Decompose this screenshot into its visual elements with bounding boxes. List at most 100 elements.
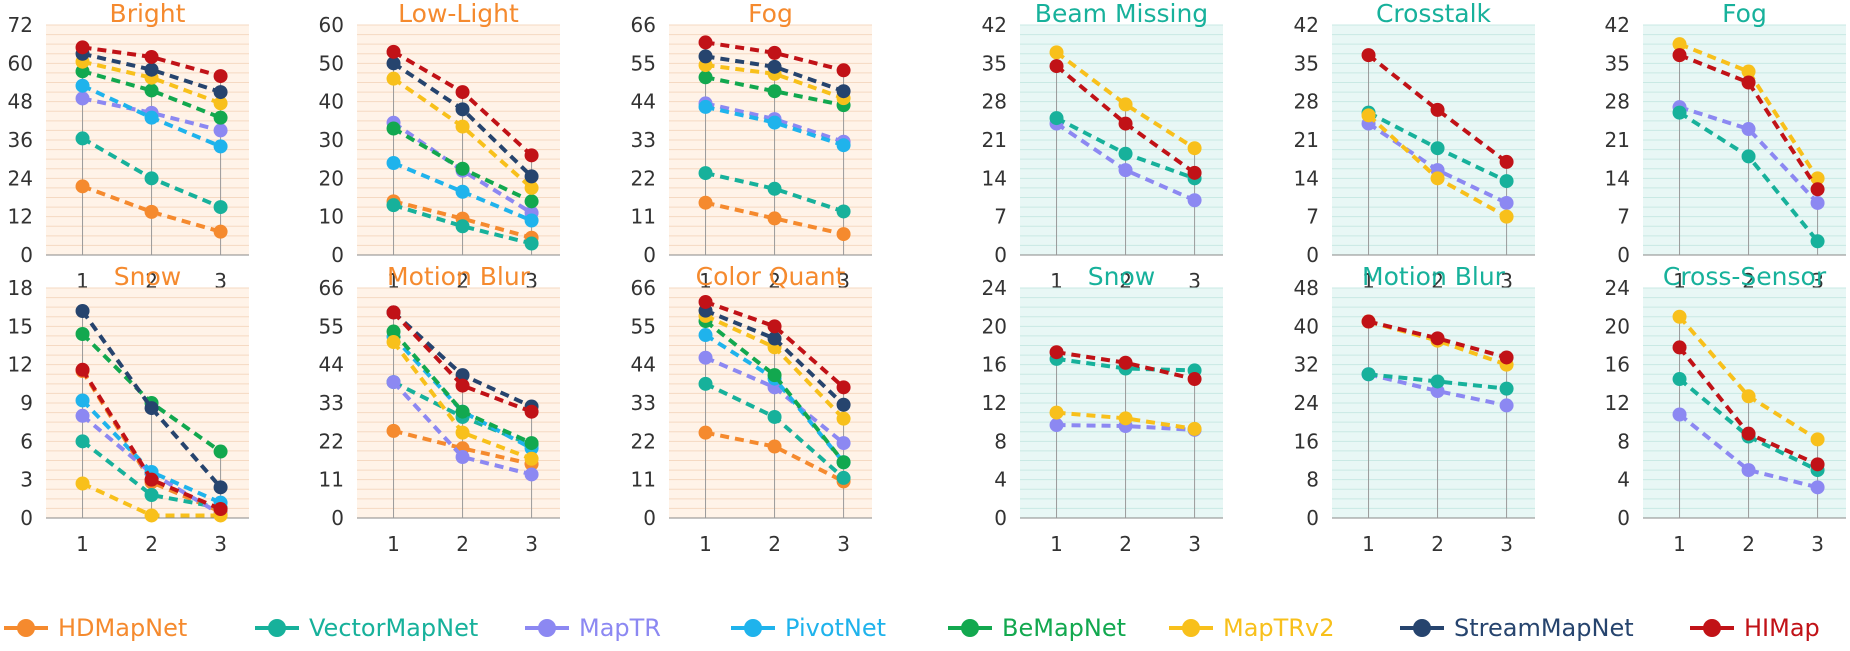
data-point [524, 194, 539, 209]
panel-title: Fog [1722, 0, 1767, 28]
y-tick-label: 55 [631, 51, 656, 75]
y-tick-label: 20 [982, 314, 1007, 338]
data-point [767, 45, 782, 60]
data-point [1049, 405, 1064, 420]
data-point [836, 227, 851, 242]
y-tick-label: 14 [1294, 166, 1319, 190]
y-tick-label: 22 [631, 429, 656, 453]
x-tick-label: 3 [837, 532, 850, 556]
x-tick-label: 1 [76, 532, 89, 556]
data-point [1741, 64, 1756, 79]
y-tick-label: 21 [1605, 128, 1630, 152]
y-tick-label: 7 [994, 205, 1007, 229]
y-tick-label: 0 [20, 243, 33, 267]
y-tick-label: 18 [8, 276, 33, 300]
series-line [392, 121, 533, 215]
x-tick-label: 1 [1050, 269, 1063, 293]
data-point [698, 328, 713, 343]
x-tick-label: 1 [699, 532, 712, 556]
y-tick-label: 60 [8, 51, 33, 75]
y-tick-label: 0 [331, 506, 344, 530]
data-point [1741, 463, 1756, 478]
x-tick-label: 3 [525, 532, 538, 556]
series-line [1678, 377, 1819, 472]
x-tick-label: 1 [1673, 532, 1686, 556]
x-tick-label: 3 [1500, 532, 1513, 556]
data-point [1741, 75, 1756, 90]
series-line [1056, 423, 1195, 432]
data-point [1672, 105, 1687, 120]
series-line [705, 63, 845, 101]
data-point [386, 44, 401, 59]
y-tick-label: 8 [1617, 429, 1630, 453]
data-point [836, 411, 851, 426]
y-tick-label: 4 [994, 468, 1007, 492]
y-tick-label: 42 [1294, 13, 1319, 37]
panel-title: Bright [110, 0, 186, 28]
data-point [698, 350, 713, 365]
data-point [1810, 195, 1825, 210]
data-point [386, 71, 401, 86]
series-line [705, 75, 844, 108]
series-himap [698, 294, 851, 395]
series-himap [386, 44, 539, 163]
series-himap [1361, 314, 1514, 365]
y-tick-label: 44 [631, 90, 656, 114]
series-himap [386, 305, 539, 419]
data-point [1430, 141, 1445, 156]
data-point [524, 148, 539, 163]
y-tick-label: 0 [1617, 243, 1630, 267]
panel-title: Cross-Sensor [1663, 262, 1827, 291]
y-tick-label: 24 [982, 276, 1007, 300]
panel-title: Beam Missing [1035, 0, 1208, 28]
legend-marker-icon [255, 610, 299, 646]
series-line [81, 184, 222, 234]
y-tick-label: 24 [8, 166, 33, 190]
y-tick-label: 40 [1294, 314, 1319, 338]
y-tick-label: 24 [1294, 391, 1319, 415]
data-point [386, 324, 401, 339]
data-point [75, 362, 90, 377]
data-point [144, 49, 159, 64]
data-point [1499, 398, 1514, 413]
y-tick-label: 0 [643, 506, 656, 530]
series-bemapnet [386, 324, 539, 451]
series-streammapnet [386, 56, 539, 184]
data-point [1187, 141, 1202, 156]
data-point [1049, 45, 1064, 60]
y-tick-label: 10 [319, 205, 344, 229]
data-point [1049, 345, 1064, 360]
data-point [386, 423, 401, 438]
legend-label: BeMapNet [1002, 614, 1127, 642]
data-point [455, 219, 470, 234]
series-line [705, 200, 845, 237]
series-vectormapnet [75, 131, 228, 215]
data-point [524, 213, 539, 228]
data-point [75, 327, 90, 341]
data-point [524, 451, 539, 466]
y-tick-label: 55 [631, 314, 656, 338]
x-tick-label: 1 [76, 269, 89, 293]
data-point [455, 450, 470, 465]
data-point [144, 472, 159, 487]
series-line [392, 380, 533, 477]
data-point [524, 467, 539, 482]
data-point [144, 83, 159, 98]
legend-item-bemapnet: BeMapNet [948, 610, 1126, 646]
series-line [82, 96, 222, 133]
x-tick-label: 1 [699, 269, 712, 293]
legend-label: HDMapNet [58, 614, 188, 642]
y-tick-label: 22 [631, 166, 656, 190]
series-line [393, 428, 533, 466]
data-point [1499, 209, 1514, 224]
legend-item-hdmapnet: HDMapNet [4, 610, 187, 646]
y-tick-label: 60 [319, 13, 344, 37]
data-point [1810, 234, 1825, 249]
series-line [705, 171, 845, 214]
x-tick-label: 2 [768, 269, 781, 293]
legend-item-himap: HIMap [1690, 610, 1820, 646]
series-line [1056, 356, 1195, 373]
x-tick-label: 2 [1431, 532, 1444, 556]
x-tick-label: 1 [387, 269, 400, 293]
